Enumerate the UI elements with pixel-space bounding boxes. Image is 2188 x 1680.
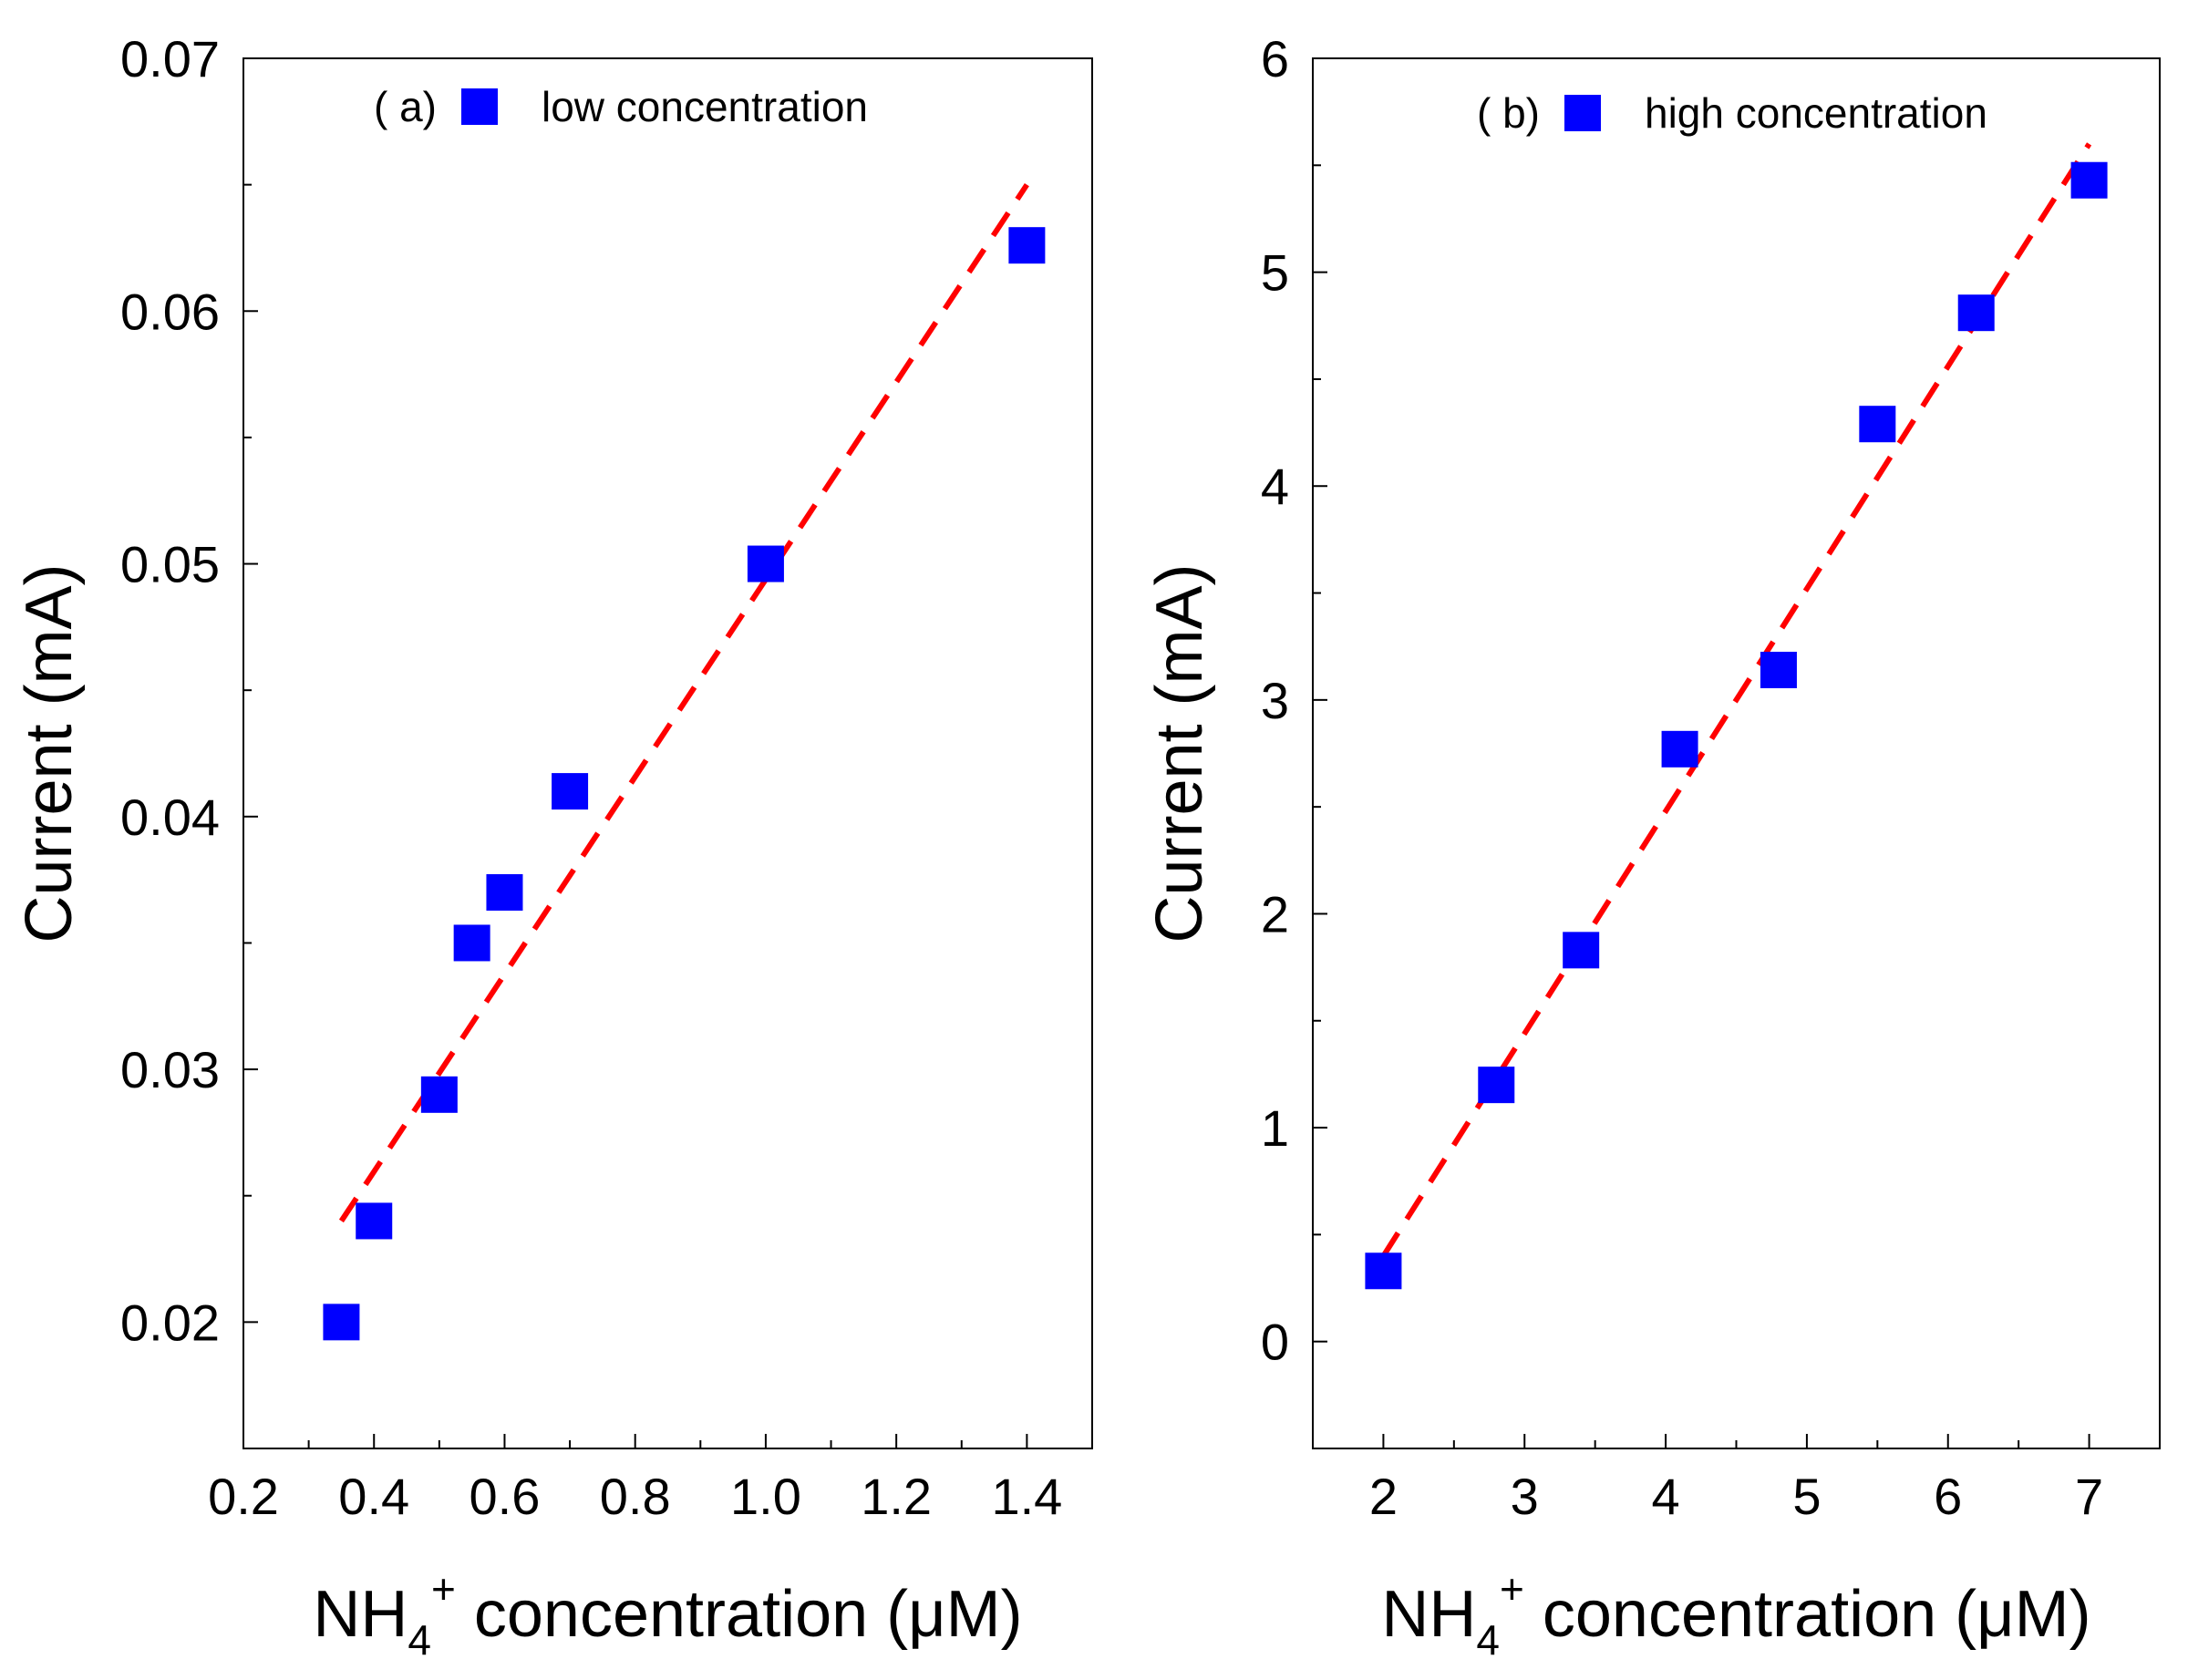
x-axis-title-subscript: 4 [1476, 1616, 1500, 1664]
y-tick-label: 4 [1261, 458, 1289, 515]
x-axis-title-main: NH [1381, 1578, 1476, 1651]
data-point [323, 1304, 360, 1341]
plot-frame [1312, 57, 2161, 1449]
data-point [1957, 294, 1995, 332]
x-axis-title: NH4+ concentration (μM) [313, 1565, 1022, 1664]
data-point [1859, 406, 1896, 443]
x-tick-label: 4 [1652, 1468, 1680, 1525]
panel-label: ( a) [374, 83, 437, 130]
data-point [552, 773, 589, 810]
y-tick-label: 0.06 [120, 283, 220, 340]
x-tick-label: 1.0 [730, 1468, 801, 1525]
x-tick-label: 5 [1792, 1468, 1821, 1525]
y-tick-label: 1 [1261, 1099, 1289, 1157]
x-tick-label: 3 [1511, 1468, 1539, 1525]
legend: ( a) low concentration [374, 83, 868, 130]
legend: ( b) high concentration [1477, 89, 1987, 137]
data-point [1008, 227, 1046, 264]
y-tick-label: 0 [1261, 1314, 1289, 1371]
y-axis-title: Current (mA) [13, 563, 86, 943]
x-axis-title: NH4+ concentration (μM) [1381, 1565, 2090, 1664]
x-axis-title-subscript: 4 [408, 1616, 431, 1664]
data-point [356, 1202, 393, 1240]
data-point [2070, 161, 2108, 199]
data-point [747, 545, 784, 582]
legend-marker [461, 88, 498, 125]
y-tick-label: 0.03 [120, 1041, 220, 1098]
y-tick-label: 3 [1261, 672, 1289, 729]
x-axis-title-superscript: + [1500, 1565, 1524, 1613]
data-point [453, 924, 490, 962]
x-tick-label: 1.2 [861, 1468, 932, 1525]
plot-frame [243, 57, 1093, 1449]
x-tick-label: 1.4 [991, 1468, 1062, 1525]
data-point [1563, 932, 1600, 969]
data-point [1365, 1252, 1402, 1290]
data-point [1478, 1067, 1515, 1104]
y-tick-label: 5 [1261, 244, 1289, 302]
legend-label: high concentration [1645, 89, 1987, 137]
y-tick-label: 2 [1261, 885, 1289, 943]
x-tick-label: 0.4 [338, 1468, 409, 1525]
x-tick-label: 7 [2075, 1468, 2103, 1525]
y-axis-title: Current (mA) [1143, 563, 1216, 943]
x-tick-label: 0.8 [600, 1468, 671, 1525]
legend-marker [1564, 95, 1601, 131]
fit-line [338, 182, 1029, 1223]
x-axis-title-superscript: + [431, 1565, 456, 1613]
y-tick-label: 6 [1261, 30, 1289, 88]
x-tick-label: 6 [1934, 1468, 1962, 1525]
legend-label: low concentration [542, 83, 868, 130]
panel-label: ( b) [1477, 89, 1540, 137]
data-point [1661, 730, 1698, 768]
data-point [420, 1076, 458, 1113]
x-axis-title-rest: concentration (μM) [1524, 1578, 2091, 1651]
y-tick-label: 0.04 [120, 788, 220, 846]
x-tick-label: 2 [1369, 1468, 1398, 1525]
x-tick-label: 0.6 [470, 1468, 541, 1525]
x-axis-title-main: NH [313, 1578, 408, 1651]
y-tick-label: 0.07 [120, 30, 220, 88]
x-axis-title-rest: concentration (μM) [456, 1578, 1023, 1651]
y-tick-label: 0.02 [120, 1293, 220, 1351]
data-point [1760, 652, 1797, 688]
y-tick-label: 0.05 [120, 536, 220, 593]
x-tick-label: 0.2 [208, 1468, 279, 1525]
data-point [486, 874, 523, 911]
panel-a: 0.2 0.4 0.6 0.8 1.0 1.2 1.4 0.02 0.03 0.04 0.05 0.0… [13, 30, 1093, 1664]
